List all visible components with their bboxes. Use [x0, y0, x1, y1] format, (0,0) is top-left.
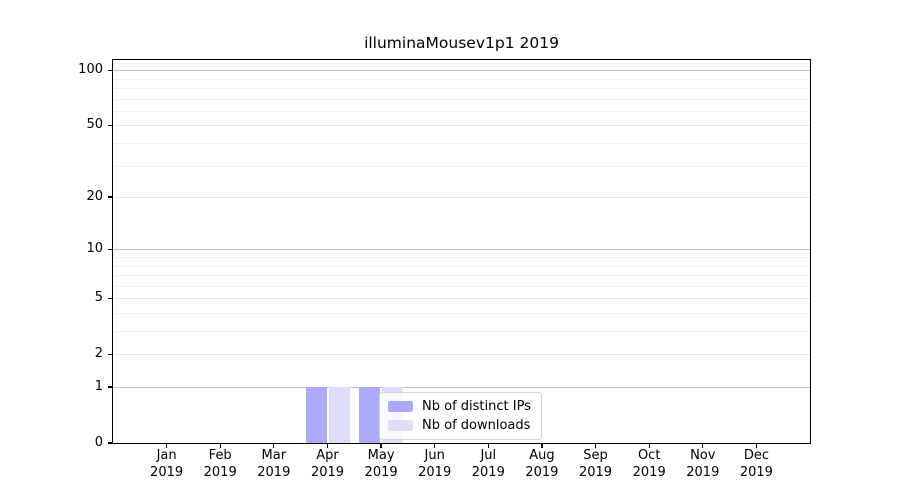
gridline-minor — [113, 78, 810, 80]
gridline-minor — [113, 331, 810, 332]
gridline-mid — [113, 354, 810, 356]
y-axis-tick-label: 1 — [94, 379, 103, 394]
y-axis-tick-label: 100 — [78, 62, 103, 78]
legend-label-downloads: Nb of downloads — [422, 418, 531, 433]
x-axis-tick — [594, 443, 597, 448]
legend-label-distinct-ips: Nb of distinct IPs — [422, 399, 531, 414]
legend: Nb of distinct IPs Nb of downloads — [379, 392, 542, 440]
gridline-minor — [113, 275, 810, 276]
x-axis-tick-label: May 2019 — [364, 448, 398, 480]
y-axis-tick — [108, 442, 113, 444]
bar-distinct-ips — [305, 387, 327, 443]
y-axis-tick — [108, 248, 113, 250]
x-axis-tick-label: Feb 2019 — [203, 448, 237, 480]
legend-entry-downloads: Nb of downloads — [388, 418, 531, 433]
x-axis-tick — [273, 443, 275, 448]
gridline-minor — [113, 257, 810, 258]
x-axis-tick-label: Dec 2019 — [739, 448, 773, 480]
x-axis-tick — [380, 443, 382, 448]
y-axis-tick-label: 5 — [94, 290, 103, 306]
bar-downloads — [328, 387, 350, 443]
gridline-minor — [113, 62, 810, 64]
legend-entry-distinct-ips: Nb of distinct IPs — [388, 399, 531, 414]
gridline-minor — [113, 265, 810, 267]
y-axis-tick-label: 2 — [94, 346, 103, 362]
gridline-mid — [113, 197, 810, 198]
x-axis-tick — [166, 443, 168, 448]
x-axis-tick-label: Aug 2019 — [525, 448, 559, 480]
x-axis-tick-label: Apr 2019 — [310, 448, 345, 480]
legend-swatch-downloads — [388, 420, 413, 431]
x-axis-tick-label: Jan 2019 — [150, 448, 184, 480]
x-axis-tick-label: Sep 2019 — [578, 448, 613, 480]
gridline-minor — [113, 313, 810, 314]
y-axis-tick-label: 10 — [86, 241, 103, 257]
x-axis-tick — [219, 443, 221, 448]
x-axis-tick — [326, 443, 329, 448]
x-axis-tick-label: Oct 2019 — [632, 448, 666, 480]
x-axis-tick-label: Jun 2019 — [418, 448, 452, 480]
x-axis-tick — [487, 443, 489, 448]
x-axis-tick — [648, 443, 650, 448]
gridline-major — [113, 70, 810, 72]
gridline-minor — [113, 142, 810, 144]
gridline-minor — [113, 165, 810, 167]
gridline-major — [113, 249, 810, 251]
y-axis-tick-label: 50 — [86, 117, 103, 133]
gridline-minor — [113, 98, 810, 100]
x-axis-tick — [434, 443, 436, 448]
y-axis-tick — [108, 353, 113, 355]
y-axis-tick — [108, 196, 113, 198]
y-axis-tick — [108, 297, 113, 299]
gridline-major — [113, 387, 810, 389]
x-axis-tick-label: Nov 2019 — [686, 448, 720, 480]
legend-swatch-distinct-ips — [388, 401, 413, 412]
x-axis-tick-label: Jul 2019 — [471, 448, 505, 480]
gridline-minor — [113, 285, 810, 287]
gridline-minor — [113, 110, 810, 112]
gridline-mid — [113, 125, 810, 127]
x-axis-tick — [541, 443, 543, 448]
plot-area — [113, 60, 810, 443]
bar-distinct-ips — [359, 387, 381, 443]
y-axis-tick-label: 20 — [86, 189, 103, 204]
x-axis-tick-label: Mar 2019 — [257, 448, 291, 480]
x-axis-tick — [702, 443, 704, 448]
chart-title: illuminaMousev1p1 2019 — [364, 34, 559, 52]
gridline-minor — [113, 87, 810, 89]
y-axis-tick — [108, 386, 113, 388]
y-axis-tick — [108, 124, 113, 126]
y-axis-tick-label: 0 — [94, 435, 103, 450]
gridline-mid — [113, 298, 810, 300]
y-axis-tick — [108, 69, 113, 71]
x-axis-tick — [755, 443, 757, 448]
